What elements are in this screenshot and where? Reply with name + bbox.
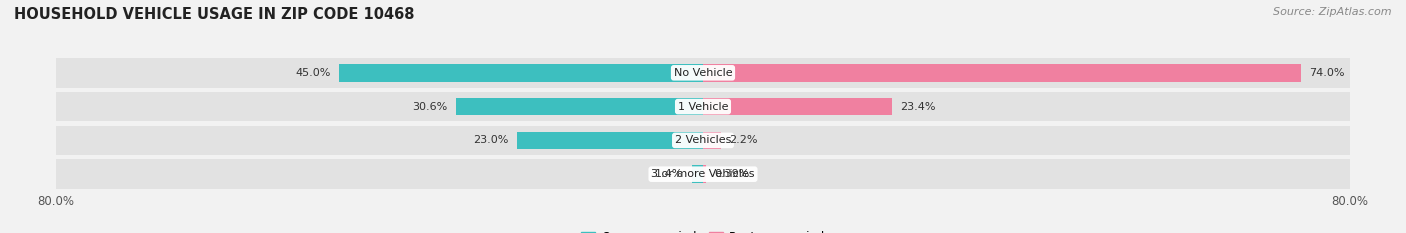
- Text: 45.0%: 45.0%: [295, 68, 332, 78]
- Bar: [56, 92, 1350, 121]
- Text: 23.4%: 23.4%: [900, 102, 936, 112]
- Text: 74.0%: 74.0%: [1309, 68, 1344, 78]
- Bar: [56, 58, 1350, 88]
- Text: 0.39%: 0.39%: [714, 169, 749, 179]
- Bar: [456, 98, 703, 115]
- Bar: [56, 159, 1350, 189]
- Text: 2 Vehicles: 2 Vehicles: [675, 135, 731, 145]
- Text: 1.4%: 1.4%: [655, 169, 683, 179]
- Bar: [703, 98, 893, 115]
- Text: 3 or more Vehicles: 3 or more Vehicles: [651, 169, 755, 179]
- Bar: [703, 132, 721, 149]
- Text: 23.0%: 23.0%: [474, 135, 509, 145]
- Text: 30.6%: 30.6%: [412, 102, 447, 112]
- Bar: [339, 64, 703, 82]
- Bar: [517, 132, 703, 149]
- Legend: Owner-occupied, Renter-occupied: Owner-occupied, Renter-occupied: [576, 227, 830, 233]
- Bar: [703, 165, 706, 183]
- Text: Source: ZipAtlas.com: Source: ZipAtlas.com: [1274, 7, 1392, 17]
- Text: 1 Vehicle: 1 Vehicle: [678, 102, 728, 112]
- Bar: [56, 126, 1350, 155]
- Text: No Vehicle: No Vehicle: [673, 68, 733, 78]
- Text: 2.2%: 2.2%: [728, 135, 758, 145]
- Bar: [692, 165, 703, 183]
- Text: HOUSEHOLD VEHICLE USAGE IN ZIP CODE 10468: HOUSEHOLD VEHICLE USAGE IN ZIP CODE 1046…: [14, 7, 415, 22]
- Bar: [703, 64, 1302, 82]
